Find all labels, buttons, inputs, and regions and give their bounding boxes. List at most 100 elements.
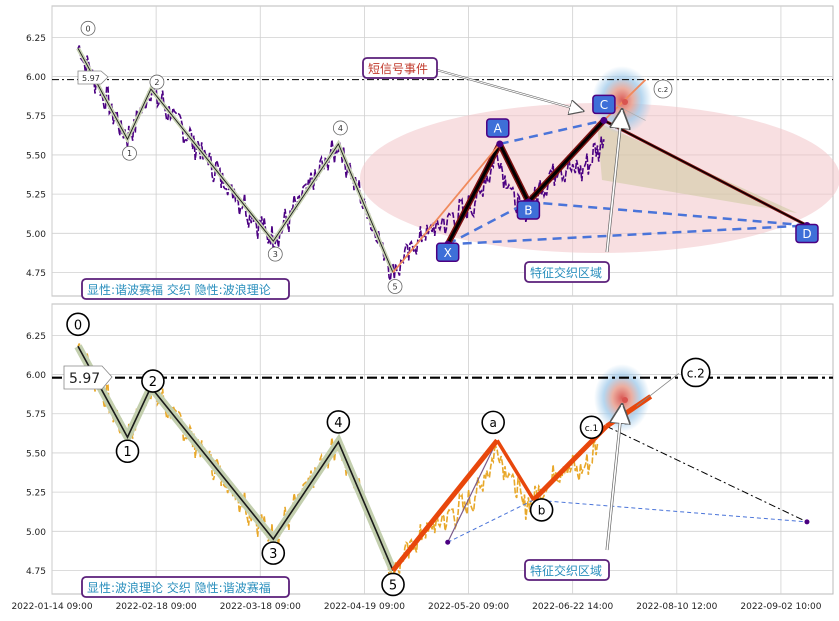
top-wave-marker [267,246,283,262]
y-tick-label: 5.00 [26,230,46,240]
harmonic-leg [527,119,606,203]
x-tick-label: 2022-01-14 09:00 [11,602,92,612]
x-tick-label: 2022-04-19 09:00 [324,602,405,612]
x-ticks: 2022-01-14 09:00 2022-02-18 09:00 2022-03-… [11,602,821,612]
bottom-abc-label: b [538,504,546,518]
top-wave-marker [387,279,403,294]
harmonic-label: A [494,121,503,135]
harmonic-marker [795,223,819,244]
harmonic-marker [435,242,460,263]
series-layer [52,45,833,582]
y-tick-label: 5.25 [26,489,46,499]
bottom-abc-leg [391,438,500,573]
bottom-ghost-cd [606,425,808,523]
harmonic-leg [446,143,502,245]
bottom-legend: 显性:波浪理论 交织 隐性:谐波赛福 [81,576,290,598]
bottom-abc-leg [495,439,536,501]
x-tick-label: 2022-02-18 09:00 [116,602,197,612]
bottom-wave-marker [141,369,165,393]
bottom-y-ticks: 4.75 5.00 5.25 5.50 5.75 6.00 6.25 [26,332,46,577]
top-wave-marker [80,20,96,36]
bottom-abc-marker [680,357,711,388]
top-c2-label: c.2 [658,86,669,94]
top-wave-label: 1 [127,149,132,158]
bottom-abc-label: c.2 [687,366,705,380]
top-zone-annotation: 特征交织区域 [524,261,610,283]
bottom-wave-line [77,345,394,571]
harmonic-label: D [802,227,811,241]
event-annotation: 短信号事件 [362,57,438,79]
y-tick-label: 5.50 [26,449,46,459]
top-pink-zone [360,103,839,253]
top-y-ticks: 4.75 5.00 5.25 5.50 5.75 6.00 6.25 [26,34,46,279]
bottom-wave-marker [66,312,90,337]
svg-text:5.97: 5.97 [69,371,100,387]
harmonic-cd [603,119,808,226]
harmonic-marker [516,200,541,220]
svg-text:特征交织区域: 特征交织区域 [530,563,602,578]
harmonic-bd [528,200,808,227]
harmonic-ac [499,119,605,146]
harmonic-marker [486,118,510,138]
zone-arrow [606,109,623,253]
x-tick-label: 2022-03-18 09:00 [220,602,301,612]
svg-text:特征交织区域: 特征交织区域 [530,265,602,280]
bottom-wave-marker [381,572,405,597]
top-glow-center [622,99,628,105]
bottom-c2-leader [636,373,680,407]
bottom-ghost-x [445,539,451,545]
top-projection-a [392,143,501,274]
y-tick-label: 6.00 [26,73,46,83]
bottom-ghost-xb [447,499,534,543]
x-tick-label: 2022-05-20 09:00 [428,602,509,612]
harmonic-leg [498,143,530,203]
y-tick-label: 5.75 [26,410,46,420]
x-tick-label: 2022-08-10 12:00 [636,602,717,612]
top-wave-label: 5 [392,282,397,291]
bottom-grid [51,304,833,594]
bottom-abc-marker [481,410,505,435]
top-grid [51,6,833,296]
bottom-wave-marker [115,439,140,464]
top-wave-line [77,48,394,273]
bottom-panel-layer [594,364,650,432]
y-tick-label: 6.25 [26,332,46,342]
y-tick-label: 6.25 [26,34,46,44]
bottom-abc-marker [579,415,604,440]
svg-text:短信号事件: 短信号事件 [368,62,428,76]
event-arrow [436,69,584,112]
y-tick-label: 4.75 [26,269,46,279]
y-tick-label: 6.00 [26,371,46,381]
bottom-abc-label: a [489,416,496,430]
top-legend: 显性:谐波赛福 交织 隐性:波浪理论 [81,278,290,300]
bottom-wave-label: 4 [334,416,342,431]
bottom-wave-marker [261,541,286,565]
top-wave-label: 2 [154,78,159,87]
harmonic-label: B [524,203,532,217]
harmonic-label: C [600,98,608,112]
bottom-abc-marker [529,498,554,522]
bottom-wave-label: 5 [389,578,397,593]
bottom-panel-frame [51,303,834,595]
bottom-glow-center [622,397,628,403]
top-reference-label: 5.97 [77,70,109,85]
top-c2-marker [653,79,673,99]
overlay-layer: 0 1 2 3 4 5 X A B C Dc.2 0 1 2 3 4 5 a b c.1 c.2 [66,20,819,597]
top-wave-label: 3 [273,250,278,259]
bottom-ghost-bd [533,499,808,523]
harmonic-marker [592,94,616,115]
y-tick-label: 4.75 [26,567,46,577]
x-tick-label: 2022-06-22 14:00 [532,602,613,612]
svg-text:显性:波浪理论 交织 隐性:谐波赛福: 显性:波浪理论 交织 隐性:谐波赛福 [87,580,271,595]
bottom-wave-label: 3 [269,547,277,562]
bottom-glow [594,364,650,432]
zone-arrow [606,404,623,551]
y-tick-label: 5.25 [26,191,46,201]
bottom-wave-label: 0 [74,318,82,333]
bottom-wave-label: 2 [149,375,157,390]
top-wave-marker [122,145,137,161]
harmonic-label: X [444,246,452,260]
x-tick-label: 2022-09-02 10:00 [740,602,821,612]
